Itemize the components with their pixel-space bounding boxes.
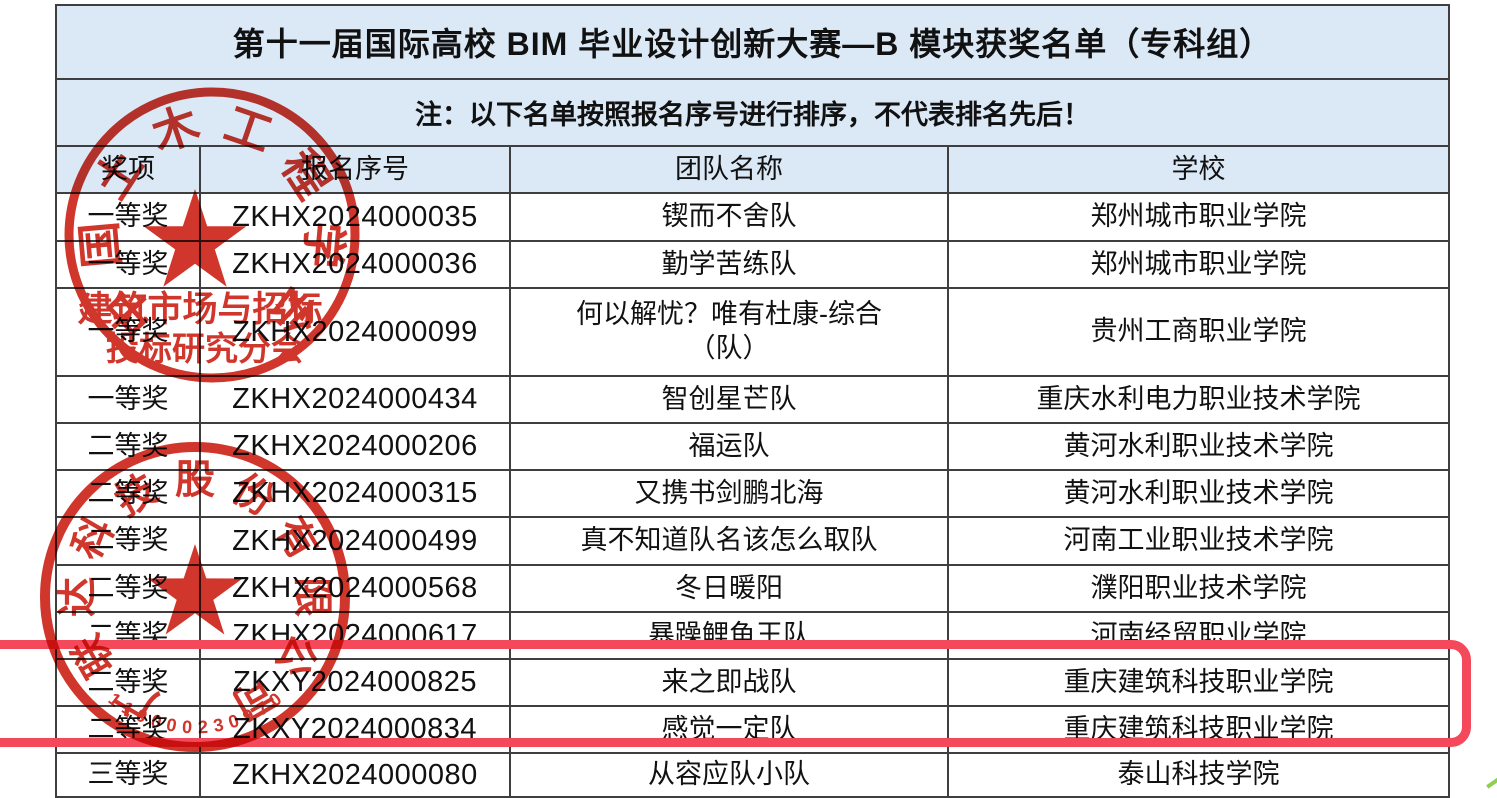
award-cell: 一等奖 — [87, 201, 169, 232]
table-row: 一等奖 ZKHX2024000099 何以解忧？唯有杜康-综合 （队） 贵州工商… — [57, 287, 1448, 375]
team-cell: 勤学苦练队 — [509, 242, 947, 287]
school-cell: 濮阳职业技术学院 — [947, 566, 1448, 611]
school-cell: 重庆建筑科技职业学院 — [947, 660, 1448, 705]
header-school: 学校 — [947, 147, 1448, 192]
award-cell: 二等奖 — [87, 666, 169, 697]
table-row: 二等奖 ZKHX2024000315 又携书剑鹏北海 黄河水利职业技术学院 — [57, 469, 1448, 516]
school-cell: 贵州工商职业学院 — [947, 289, 1448, 375]
team-cell: 福运队 — [509, 424, 947, 469]
team-cell: 冬日暖阳 — [509, 566, 947, 611]
reg-no-cell: ZKHX2024000434 — [199, 377, 509, 422]
reg-no-cell: ZKXY2024000834 — [199, 707, 509, 752]
award-cell: 三等奖 — [87, 759, 169, 790]
table-row: 二等奖 ZKHX2024000617 暴躁鲤鱼王队 河南经贸职业学院 — [57, 611, 1448, 658]
award-cell: 一等奖 — [87, 316, 169, 347]
team-cell: 感觉一定队 — [509, 707, 947, 752]
school-cell: 郑州城市职业学院 — [947, 242, 1448, 287]
reg-no-cell: ZKHX2024000568 — [199, 566, 509, 611]
reg-no-cell: ZKXY2024000825 — [199, 660, 509, 705]
award-cell: 二等奖 — [87, 430, 169, 461]
reg-no-cell: ZKHX2024000036 — [199, 242, 509, 287]
award-cell: 二等奖 — [87, 477, 169, 508]
award-cell: 二等奖 — [87, 525, 169, 556]
award-table: 第十一届国际高校 BIM 毕业设计创新大赛—B 模块获奖名单（专科组） 注：以下… — [55, 4, 1450, 798]
table-note: 注：以下名单按照报名序号进行排序，不代表排名先后！ — [57, 78, 1448, 145]
table-row: 一等奖 ZKHX2024000434 智创星芒队 重庆水利电力职业技术学院 — [57, 375, 1448, 422]
school-cell: 重庆水利电力职业技术学院 — [947, 377, 1448, 422]
school-cell: 重庆建筑科技职业学院 — [947, 707, 1448, 752]
header-award: 奖项 — [101, 153, 155, 184]
page-corner-artifact — [1486, 777, 1497, 789]
team-cell: 又携书剑鹏北海 — [509, 471, 947, 516]
table-header-row: 奖项 报名序号 团队名称 学校 — [57, 145, 1448, 192]
reg-no-cell: ZKHX2024000315 — [199, 471, 509, 516]
header-team: 团队名称 — [509, 147, 947, 192]
award-cell: 二等奖 — [87, 619, 169, 650]
team-cell: 来之即战队 — [509, 660, 947, 705]
table-title: 第十一届国际高校 BIM 毕业设计创新大赛—B 模块获奖名单（专科组） — [57, 6, 1448, 78]
school-cell: 河南工业职业技术学院 — [947, 518, 1448, 564]
table-row: 二等奖 ZKHX2024000206 福运队 黄河水利职业技术学院 — [57, 422, 1448, 469]
table-row-highlighted: 二等奖 ZKXY2024000825 来之即战队 重庆建筑科技职业学院 — [57, 658, 1448, 705]
team-cell: 暴躁鲤鱼王队 — [509, 613, 947, 658]
table-row-highlighted: 二等奖 ZKXY2024000834 感觉一定队 重庆建筑科技职业学院 — [57, 705, 1448, 752]
reg-no-cell: ZKHX2024000035 — [199, 194, 509, 240]
team-cell: 锲而不舍队 — [509, 194, 947, 240]
award-cell: 一等奖 — [87, 248, 169, 279]
school-cell: 黄河水利职业技术学院 — [947, 424, 1448, 469]
table-row: 一等奖 ZKHX2024000036 勤学苦练队 郑州城市职业学院 — [57, 240, 1448, 287]
team-cell: 智创星芒队 — [509, 377, 947, 422]
award-cell: 一等奖 — [87, 383, 169, 414]
table-row: 二等奖 ZKHX2024000568 冬日暖阳 濮阳职业技术学院 — [57, 564, 1448, 611]
team-cell: 真不知道队名该怎么取队 — [509, 518, 947, 564]
table-row: 三等奖 ZKHX2024000080 从容应队小队 泰山科技学院 — [57, 752, 1448, 796]
award-cell: 二等奖 — [87, 572, 169, 603]
school-cell: 郑州城市职业学院 — [947, 194, 1448, 240]
table-row: 一等奖 ZKHX2024000035 锲而不舍队 郑州城市职业学院 — [57, 192, 1448, 240]
header-reg-no: 报名序号 — [199, 147, 509, 192]
team-cell: 何以解忧？唯有杜康-综合 （队） — [509, 289, 947, 375]
reg-no-cell: ZKHX2024000206 — [199, 424, 509, 469]
reg-no-cell: ZKHX2024000499 — [199, 518, 509, 564]
table-row: 二等奖 ZKHX2024000499 真不知道队名该怎么取队 河南工业职业技术学… — [57, 516, 1448, 564]
school-cell: 河南经贸职业学院 — [947, 613, 1448, 658]
school-cell: 泰山科技学院 — [947, 754, 1448, 796]
reg-no-cell: ZKHX2024000080 — [199, 754, 509, 796]
reg-no-cell: ZKHX2024000617 — [199, 613, 509, 658]
school-cell: 黄河水利职业技术学院 — [947, 471, 1448, 516]
award-cell: 二等奖 — [87, 713, 169, 744]
reg-no-cell: ZKHX2024000099 — [199, 289, 509, 375]
team-cell: 从容应队小队 — [509, 754, 947, 796]
